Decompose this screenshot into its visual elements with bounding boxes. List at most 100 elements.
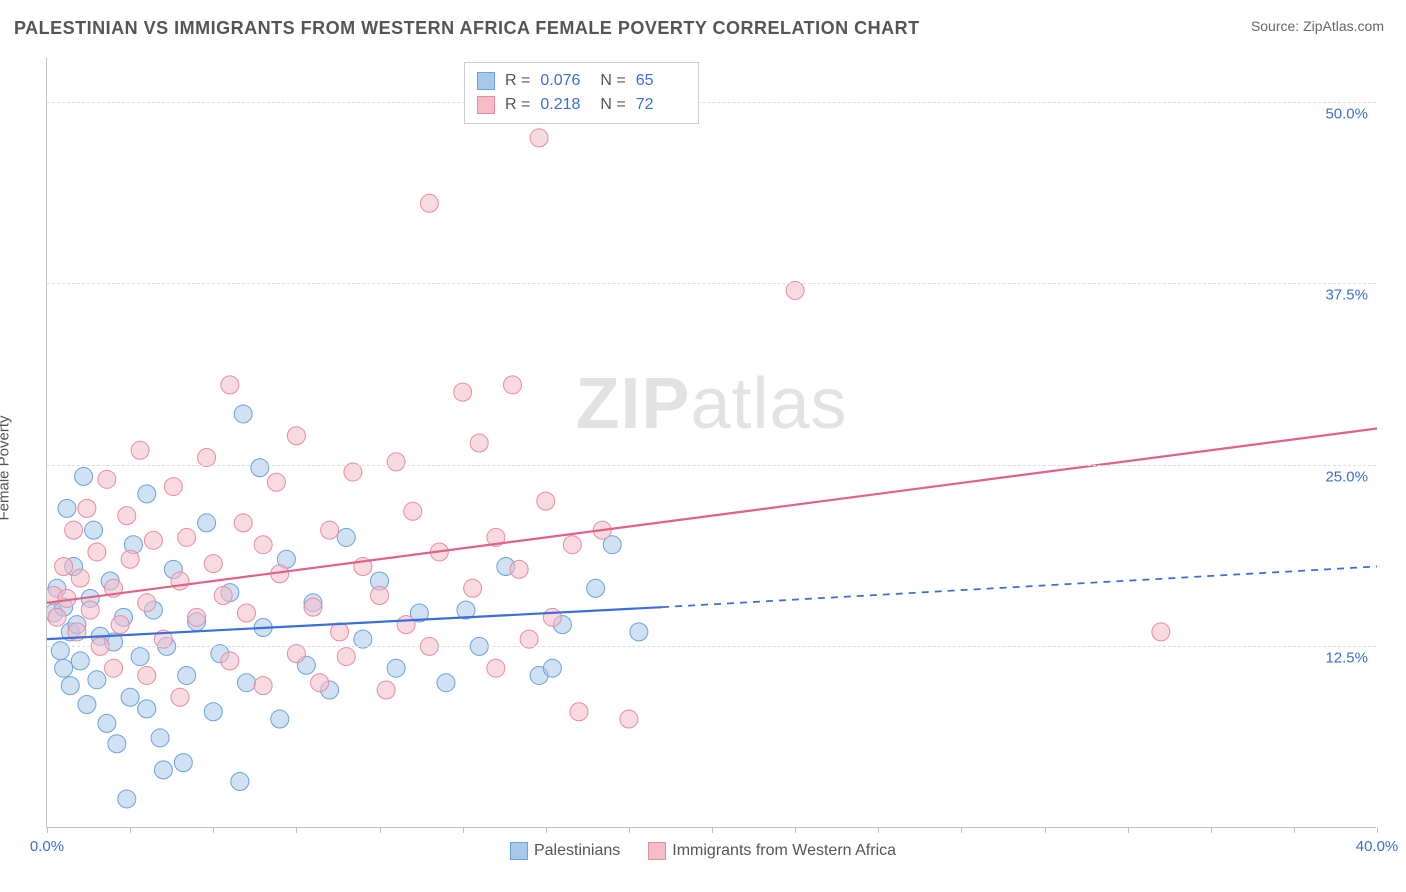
scatter-point <box>98 470 116 488</box>
gridline <box>47 646 1376 647</box>
scatter-point <box>204 555 222 573</box>
x-tick <box>1377 827 1378 833</box>
gridline <box>47 102 1376 103</box>
scatter-point <box>51 642 69 660</box>
scatter-point <box>88 671 106 689</box>
x-tick <box>795 827 796 833</box>
scatter-point <box>105 659 123 677</box>
scatter-point <box>131 648 149 666</box>
stats-swatch <box>477 72 495 90</box>
x-tick <box>463 827 464 833</box>
legend-item: Palestinians <box>510 842 620 860</box>
legend-item: Immigrants from Western Africa <box>648 842 896 860</box>
stats-r-value: 0.218 <box>540 93 590 117</box>
legend-bottom: Palestinians Immigrants from Western Afri… <box>510 842 896 860</box>
scatter-point <box>88 543 106 561</box>
scatter-point <box>138 666 156 684</box>
scatter-point <box>178 528 196 546</box>
trend-line-dashed <box>662 566 1377 607</box>
scatter-point <box>154 761 172 779</box>
scatter-point <box>171 688 189 706</box>
scatter-point <box>254 677 272 695</box>
scatter-point <box>121 550 139 568</box>
scatter-point <box>78 696 96 714</box>
x-tick <box>1128 827 1129 833</box>
scatter-point <box>131 441 149 459</box>
scatter-point <box>118 507 136 525</box>
scatter-point <box>198 514 216 532</box>
scatter-point <box>221 652 239 670</box>
scatter-point <box>118 790 136 808</box>
stats-r-label: R = <box>505 69 530 93</box>
scatter-point <box>543 659 561 677</box>
scatter-point <box>537 492 555 510</box>
scatter-point <box>144 531 162 549</box>
scatter-point <box>61 677 79 695</box>
y-tick-label: 25.0% <box>1325 468 1368 485</box>
scatter-point <box>85 521 103 539</box>
scatter-point <box>204 703 222 721</box>
scatter-point <box>620 710 638 728</box>
y-tick-label: 12.5% <box>1325 650 1368 667</box>
scatter-point <box>377 681 395 699</box>
scatter-point <box>420 194 438 212</box>
legend-label: Palestinians <box>534 842 620 859</box>
stats-row: R =0.076N =65 <box>477 69 686 93</box>
stats-n-value: 72 <box>636 93 686 117</box>
scatter-point <box>630 623 648 641</box>
x-tick <box>1045 827 1046 833</box>
gridline <box>47 465 1376 466</box>
scatter-point <box>543 608 561 626</box>
y-axis-label: Female Poverty <box>0 415 13 520</box>
scatter-point <box>337 528 355 546</box>
scatter-point <box>254 536 272 554</box>
x-tick <box>47 827 48 833</box>
scatter-point <box>188 608 206 626</box>
scatter-point <box>111 616 129 634</box>
scatter-point <box>121 688 139 706</box>
scatter-point <box>331 623 349 641</box>
scatter-point <box>251 459 269 477</box>
scatter-point <box>71 652 89 670</box>
chart-container: Female Poverty ZIPatlas 12.5%25.0%37.5%5… <box>14 58 1392 878</box>
scatter-point <box>271 710 289 728</box>
scatter-point <box>98 714 116 732</box>
scatter-point <box>570 703 588 721</box>
x-tick <box>296 827 297 833</box>
scatter-point <box>151 729 169 747</box>
scatter-point <box>530 129 548 147</box>
scatter-point <box>287 427 305 445</box>
source-label: Source: ZipAtlas.com <box>1251 18 1384 34</box>
x-tick-label: 40.0% <box>1356 838 1399 855</box>
scatter-point <box>454 383 472 401</box>
gridline <box>47 283 1376 284</box>
stats-row: R = 0.218N =72 <box>477 93 686 117</box>
stats-swatch <box>477 96 495 114</box>
x-tick <box>546 827 547 833</box>
scatter-point <box>387 659 405 677</box>
scatter-point <box>138 700 156 718</box>
stats-n-label: N = <box>600 93 625 117</box>
scatter-point <box>387 453 405 471</box>
scatter-point <box>238 604 256 622</box>
scatter-point <box>311 674 329 692</box>
scatter-point <box>78 499 96 517</box>
scatter-point <box>504 376 522 394</box>
scatter-point <box>464 579 482 597</box>
scatter-point <box>234 405 252 423</box>
scatter-point <box>65 521 83 539</box>
scatter-point <box>563 536 581 554</box>
scatter-point <box>234 514 252 532</box>
scatter-point <box>214 587 232 605</box>
y-tick-label: 50.0% <box>1325 105 1368 122</box>
x-tick-label: 0.0% <box>30 838 64 855</box>
x-tick <box>1211 827 1212 833</box>
stats-r-value: 0.076 <box>540 69 590 93</box>
scatter-point <box>75 467 93 485</box>
scatter-point <box>437 674 455 692</box>
scatter-point <box>1152 623 1170 641</box>
scatter-point <box>55 659 73 677</box>
scatter-point <box>304 598 322 616</box>
scatter-point <box>164 478 182 496</box>
scatter-point <box>587 579 605 597</box>
